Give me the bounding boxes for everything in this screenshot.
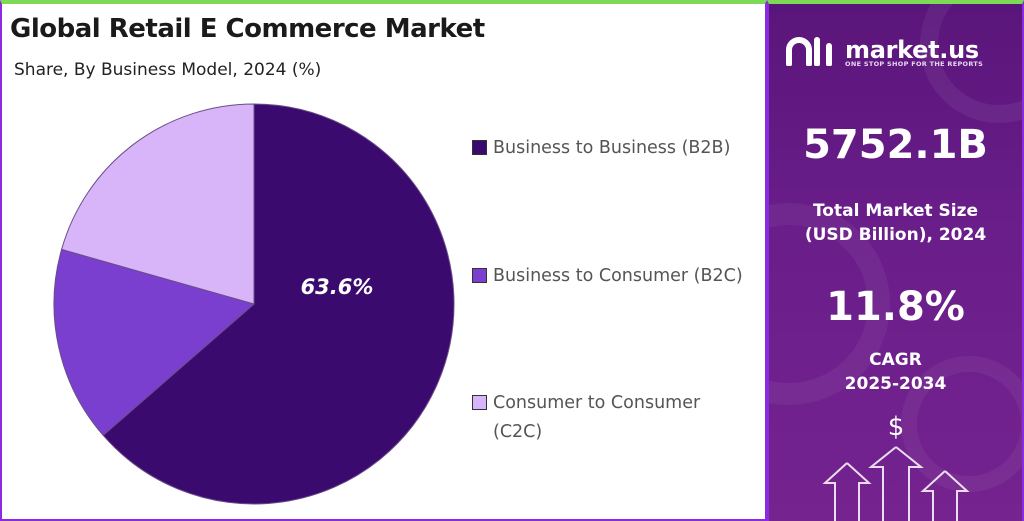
- market-size-label: Total Market Size (USD Billion), 2024: [769, 199, 1022, 247]
- legend-item-b2b: Business to Business (B2B): [472, 134, 753, 163]
- decorative-arcs: [769, 4, 1022, 492]
- legend-item-b2c: Business to Consumer (B2C): [472, 262, 753, 291]
- market-size-value: 5752.1B: [803, 122, 988, 168]
- logo-icon: [786, 37, 832, 66]
- pie-slice-b2b: [102, 103, 455, 505]
- legend-item-c2c: Consumer to Consumer (C2C): [472, 389, 753, 447]
- data-label-b2b: 63.6%: [301, 275, 374, 299]
- dollar-icon: $: [888, 412, 905, 442]
- brand-logo: market.us: [785, 34, 979, 66]
- chart-panel: Global Retail E Commerce Market Share, B…: [0, 0, 767, 521]
- growth-illustration: $: [822, 412, 970, 521]
- legend-swatch-c2c: [472, 395, 487, 410]
- pie-chart: 63.6%: [53, 103, 455, 505]
- legend-label-b2c: Business to Consumer (B2C): [493, 266, 743, 286]
- legend-label-b2b: Business to Business (B2B): [493, 138, 731, 158]
- legend-swatch-b2b: [472, 140, 487, 155]
- legend-swatch-b2c: [472, 268, 487, 283]
- stats-panel: market.us ONE STOP SHOP FOR THE REPORTS …: [767, 0, 1024, 521]
- market-size-label-line1: Total Market Size: [812, 201, 979, 221]
- cagr-value: 11.8%: [826, 284, 965, 330]
- legend-label-c2c: Consumer to Consumer (C2C): [493, 393, 701, 442]
- brand-tagline: ONE STOP SHOP FOR THE REPORTS: [845, 60, 984, 68]
- up-arrows-icon: [822, 446, 970, 521]
- pie-slice-c2c: [60, 103, 255, 305]
- pie-slice-b2c: [53, 248, 256, 437]
- brand-name: market.us: [845, 36, 979, 64]
- market-size-label-line2: (USD Billion), 2024: [804, 225, 987, 245]
- chart-title: Global Retail E Commerce Market: [10, 14, 485, 44]
- cagr-label-line2: 2025-2034: [844, 374, 947, 394]
- cagr-label-line1: CAGR: [869, 350, 922, 370]
- cagr-label: CAGR 2025-2034: [769, 348, 1022, 396]
- chart-subtitle: Share, By Business Model, 2024 (%): [14, 60, 322, 80]
